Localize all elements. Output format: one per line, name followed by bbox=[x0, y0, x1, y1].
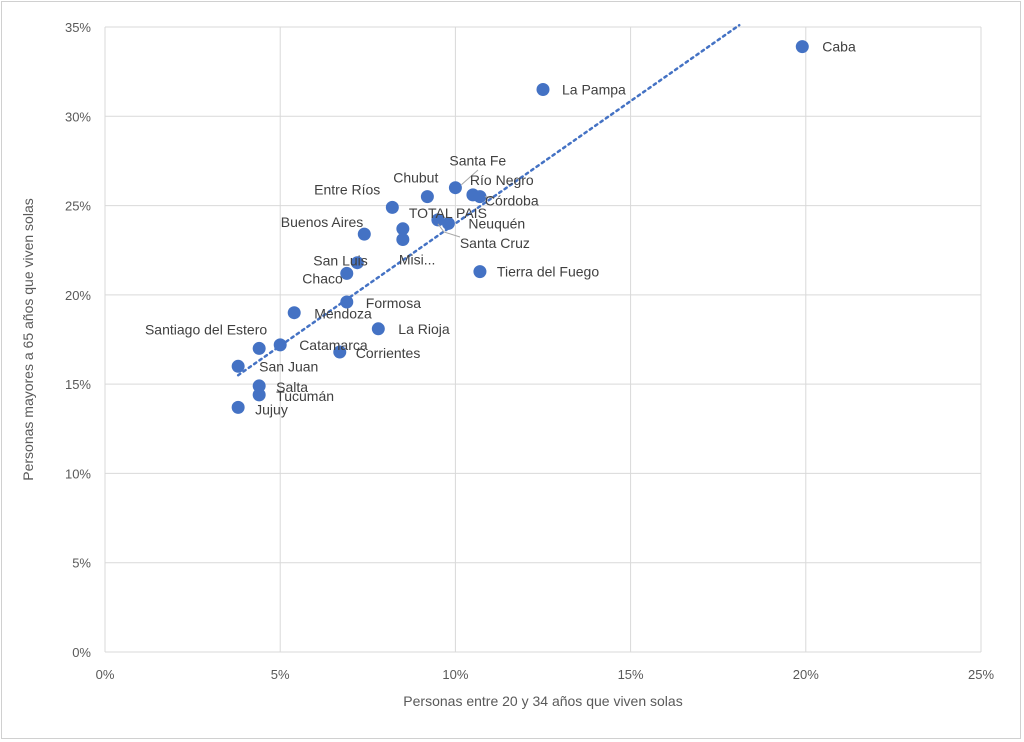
data-point-mendoza bbox=[287, 306, 301, 320]
label-connectors bbox=[437, 169, 495, 238]
point-label-la-pampa: La Pampa bbox=[562, 82, 626, 98]
point-label-caba: Caba bbox=[822, 39, 856, 55]
data-point-caba bbox=[795, 40, 809, 54]
data-point-formosa bbox=[340, 295, 354, 309]
gridlines bbox=[104, 26, 982, 653]
point-label-mendoza: Mendoza bbox=[314, 306, 372, 322]
point-label-misi: Misi... bbox=[399, 252, 436, 268]
data-point-catamarca bbox=[273, 338, 287, 352]
data-point-la-rioja bbox=[371, 322, 385, 336]
y-tick-label: 10% bbox=[65, 466, 91, 481]
data-point-santa-cruz bbox=[396, 222, 410, 236]
point-label-san-juan: San Juan bbox=[259, 358, 318, 374]
leader-line-2 bbox=[437, 223, 461, 238]
x-tick-label: 20% bbox=[793, 667, 819, 682]
data-point-total-pais bbox=[431, 213, 445, 227]
point-label-santa-cruz: Santa Cruz bbox=[460, 235, 530, 251]
data-point-tucuman bbox=[252, 388, 266, 402]
leader-line-0 bbox=[461, 169, 479, 186]
point-label-chubut: Chubut bbox=[393, 170, 438, 186]
point-labels: Caba La Pampa Santa Fe Río Negro Córdoba Chub… bbox=[145, 39, 856, 418]
data-point-cordoba bbox=[473, 190, 487, 204]
point-label-la-rioja: La Rioja bbox=[398, 321, 450, 337]
x-tick-label: 0% bbox=[96, 667, 115, 682]
y-tick-label: 5% bbox=[72, 556, 91, 571]
point-label-tucuman: Tucumán bbox=[276, 388, 334, 404]
point-label-santa-fe: Santa Fe bbox=[449, 153, 506, 169]
y-tick-label: 0% bbox=[72, 645, 91, 660]
point-label-buenos-aires: Buenos Aires bbox=[281, 214, 364, 230]
point-label-catamarca: Catamarca bbox=[299, 337, 368, 353]
y-tick-label: 30% bbox=[65, 109, 91, 124]
data-point-neuquen bbox=[441, 216, 455, 230]
leader-line-1 bbox=[484, 196, 495, 199]
y-tick-label: 20% bbox=[65, 288, 91, 303]
data-point-buenos-aires bbox=[357, 227, 371, 241]
data-point-chubut bbox=[420, 190, 434, 204]
point-label-jujuy: Jujuy bbox=[255, 401, 288, 417]
y-tick-label: 25% bbox=[65, 199, 91, 214]
point-label-santiago-del-estero: Santiago del Estero bbox=[145, 321, 267, 337]
data-point-tierra-del-fuego bbox=[473, 265, 487, 279]
point-label-san-luis: San Luis bbox=[313, 253, 367, 269]
point-label-cordoba: Córdoba bbox=[485, 193, 539, 209]
point-label-rio-negro: Río Negro bbox=[470, 172, 534, 188]
x-axis-title: Personas entre 20 y 34 años que viven so… bbox=[403, 693, 682, 709]
trendline bbox=[236, 23, 741, 377]
tick-labels: 0% 5% 10% 15% 20% 25% 30% 35% 0% 5% 10% 15% 20% 25% bbox=[65, 20, 994, 682]
data-points bbox=[231, 40, 809, 414]
x-tick-label: 25% bbox=[968, 667, 994, 682]
data-point-santa-fe bbox=[448, 181, 462, 195]
point-label-tierra-del-fuego: Tierra del Fuego bbox=[497, 264, 599, 280]
y-tick-label: 35% bbox=[65, 20, 91, 35]
data-point-la-pampa bbox=[536, 83, 550, 96]
y-tick-label: 15% bbox=[65, 377, 91, 392]
x-tick-label: 10% bbox=[442, 667, 468, 682]
point-label-formosa: Formosa bbox=[366, 295, 421, 311]
data-point-entre-rios bbox=[385, 200, 399, 214]
point-label-chaco: Chaco bbox=[302, 270, 343, 286]
data-point-jujuy bbox=[231, 400, 245, 414]
point-label-total-pais: TOTAL PAIS bbox=[409, 205, 487, 221]
data-point-santiago-del-estero bbox=[252, 341, 266, 355]
data-point-misi bbox=[396, 233, 410, 246]
point-label-salta: Salta bbox=[276, 379, 308, 395]
y-axis-title: Personas mayores a 65 años que viven sol… bbox=[20, 198, 36, 481]
point-label-corrientes: Corrientes bbox=[356, 345, 421, 361]
trendline-line bbox=[236, 23, 741, 377]
data-point-san-juan bbox=[231, 359, 245, 373]
data-point-salta bbox=[252, 379, 266, 393]
point-label-entre-rios: Entre Ríos bbox=[314, 181, 380, 197]
x-tick-label: 5% bbox=[271, 667, 290, 682]
x-tick-label: 15% bbox=[618, 667, 644, 682]
data-point-chaco bbox=[340, 266, 354, 280]
point-label-neuquen: Neuquén bbox=[468, 215, 525, 231]
data-point-corrientes bbox=[333, 345, 347, 359]
data-point-san-luis bbox=[350, 256, 364, 270]
